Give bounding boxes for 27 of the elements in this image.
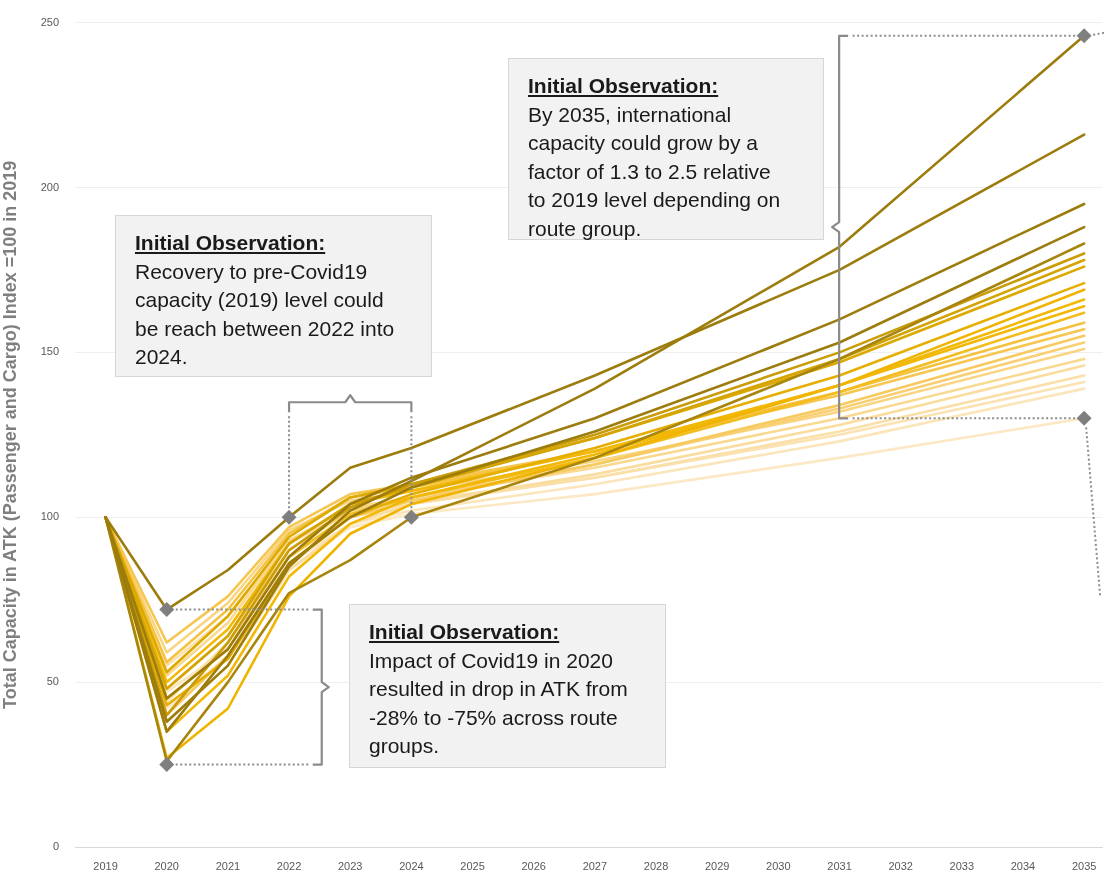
x-tick-label: 2024 xyxy=(399,859,424,872)
y-tick-label: 0 xyxy=(52,840,59,853)
x-tick-label: 2026 xyxy=(521,859,546,872)
x-tick-label: 2020 xyxy=(154,859,179,872)
y-axis-title: Total Capacity in ATK (Passenger and Cargo) Index =100 in 2019 xyxy=(0,160,20,709)
y-tick-label: 250 xyxy=(40,15,59,28)
x-tick-label: 2034 xyxy=(1010,859,1036,872)
callout: Initial Observation: Impact of Covid19 in 2020 resulted in drop in ATK from -28% to -75% across route groups. xyxy=(349,604,666,768)
x-tick-label: 2019 xyxy=(93,859,118,872)
x-tick-label: 2029 xyxy=(704,859,730,872)
x-tick-label: 2021 xyxy=(215,859,241,872)
x-tick-label: 2027 xyxy=(582,859,608,872)
y-tick-label: 200 xyxy=(40,180,59,193)
x-tick-label: 2022 xyxy=(276,859,302,872)
x-tick-label: 2031 xyxy=(827,859,852,872)
x-tick-label: 2033 xyxy=(949,859,975,872)
y-tick-label: 100 xyxy=(40,510,59,523)
callout: Initial Observation: Recovery to pre-Covid19 capacity (2019) level could be reach between 2022 into 2024. xyxy=(115,215,432,377)
y-tick-label: 50 xyxy=(46,675,59,688)
x-tick-label: 2025 xyxy=(460,859,485,872)
x-tick-label: 2030 xyxy=(766,859,791,872)
x-tick-label: 2032 xyxy=(888,859,913,872)
x-tick-label: 2028 xyxy=(643,859,669,872)
y-tick-label: 150 xyxy=(40,345,59,358)
callout: Initial Observation: By 2035, international capacity could grow by a factor of 1.3 to 2.5 relative to 2019 level depending on route group. xyxy=(508,58,824,240)
x-tick-label: 2023 xyxy=(337,859,363,872)
x-tick-label: 2035 xyxy=(1071,859,1097,872)
